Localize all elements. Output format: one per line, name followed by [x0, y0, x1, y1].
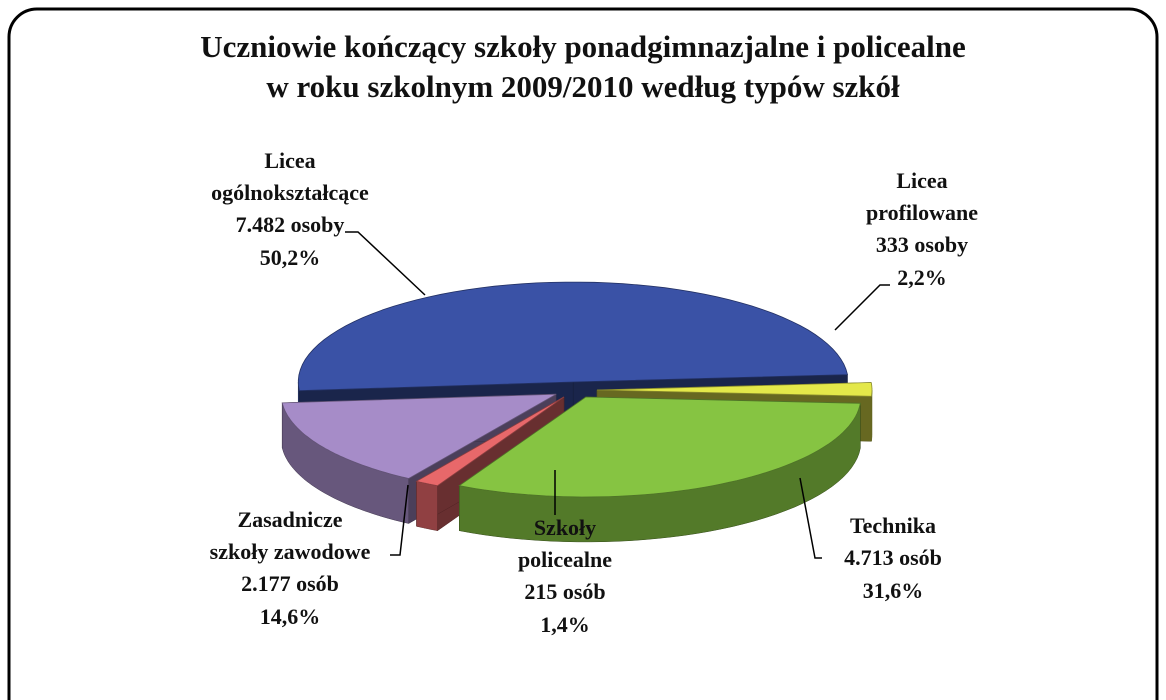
slice-label: ogólnokształcące	[211, 180, 369, 205]
slice-label: Szkoły	[534, 515, 596, 540]
chart-title: Uczniowie kończący szkoły ponadgimnazjal…	[200, 29, 966, 64]
slice-label: Licea	[264, 148, 315, 173]
count-label: 215 osób	[524, 579, 605, 604]
slice-label: Zasadnicze	[237, 507, 342, 532]
slice	[415, 396, 565, 487]
leader-line	[390, 484, 409, 556]
chart-title: w roku szkolnym 2009/2010 według typów s…	[266, 69, 900, 104]
value-label: 14,6%	[260, 604, 321, 629]
leader-line	[345, 231, 426, 296]
slice-wall	[871, 390, 873, 442]
slice	[596, 382, 873, 397]
slice	[281, 393, 557, 479]
slice	[458, 396, 861, 498]
slice	[297, 281, 849, 392]
count-label: 7.482 osoby	[236, 212, 345, 237]
count-label: 333 osoby	[876, 232, 968, 257]
count-label: 2.177 osób	[241, 571, 339, 596]
value-label: 31,6%	[863, 578, 924, 603]
value-label: 1,4%	[540, 612, 590, 637]
value-label: 50,2%	[260, 245, 321, 270]
leader-line	[834, 284, 890, 331]
slice-label: szkoły zawodowe	[210, 539, 371, 564]
value-label: 2,2%	[897, 265, 947, 290]
count-label: 4.713 osób	[844, 545, 942, 570]
slice-label: profilowane	[866, 200, 978, 225]
slice-label: Licea	[896, 168, 947, 193]
slice-label: Technika	[850, 513, 936, 538]
slice-label: policealne	[518, 547, 612, 572]
slice-wall	[416, 480, 438, 531]
leader-line	[799, 477, 822, 559]
